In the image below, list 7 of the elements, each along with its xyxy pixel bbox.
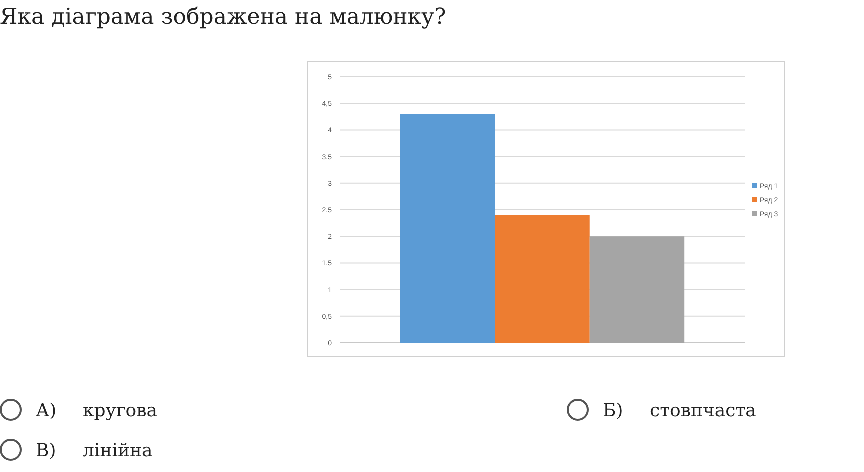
bar (495, 215, 590, 343)
bar (400, 114, 496, 343)
text: Б) стовпчаста (603, 400, 756, 422)
bar (590, 236, 685, 343)
text: В) лінійна (36, 440, 153, 462)
chart-title: Яка діаграма зображена на малюнку? (0, 5, 446, 30)
text: А) кругова (36, 400, 158, 422)
